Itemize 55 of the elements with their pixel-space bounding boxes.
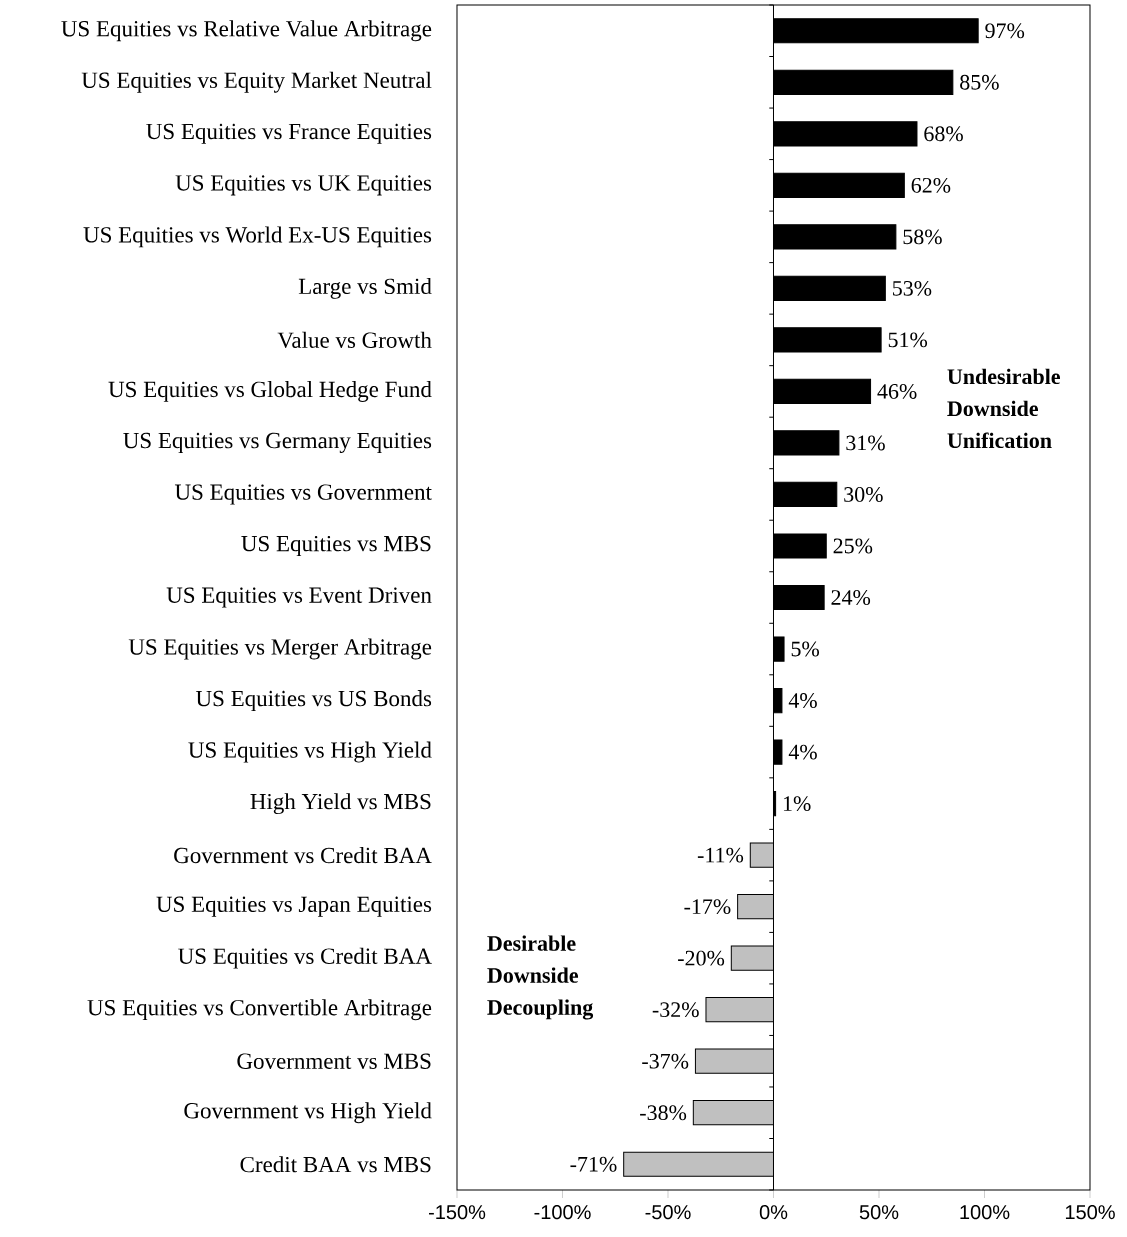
y-tick-label: Large vs Smid	[298, 277, 432, 299]
data-label: 31%	[846, 435, 885, 451]
x-tick-label: -50%	[645, 1205, 691, 1220]
y-tick-label: Value vs Growth	[277, 331, 432, 349]
data-label: 4%	[788, 693, 817, 709]
y-tick-label: US Equities vs Convertible Arbitrage	[87, 999, 432, 1021]
x-tick-label: -150%	[428, 1205, 486, 1220]
data-label: 25%	[833, 538, 873, 554]
y-tick-label: US Equities vs Equity Market Neutral	[81, 71, 432, 93]
y-tick-label: US Equities vs MBS	[241, 535, 431, 557]
y-tick-label: US Equities vs France Equities	[146, 123, 432, 144]
data-label: 53%	[893, 280, 932, 296]
data-label: 46%	[877, 383, 917, 399]
data-label: 1%	[783, 796, 811, 812]
data-label: -20%	[678, 950, 725, 966]
y-tick-label: Government vs MBS	[237, 1053, 431, 1069]
x-tick-label: 50%	[859, 1205, 899, 1220]
data-label: 51%	[888, 332, 928, 348]
y-tick-label: Government vs High Yield	[184, 1102, 432, 1124]
y-tick-label: US Equities vs High Yield	[188, 741, 432, 763]
data-label: -32%	[652, 1002, 699, 1018]
annotation: Desirable Downside Decoupling	[487, 935, 594, 1020]
y-tick-label: Credit BAA vs MBS	[240, 1156, 431, 1173]
data-label: 85%	[960, 74, 999, 90]
data-label: -11%	[697, 847, 744, 863]
data-label: 62%	[911, 177, 951, 193]
y-tick-label: US Equities vs Japan Equities	[156, 896, 432, 917]
data-label: 30%	[844, 487, 883, 502]
annotation: Undesirable Downside Unification	[947, 368, 1061, 449]
y-tick-label: US Equities vs US Bonds	[195, 690, 432, 711]
x-tick-label: 0%	[759, 1205, 788, 1220]
y-tick-label: US Equities vs Germany Equities	[123, 432, 432, 454]
y-tick-label: US Equities vs World Ex-US Equities	[83, 226, 432, 248]
x-tick-label: 100%	[960, 1205, 1010, 1220]
y-tick-label: US Equities vs UK Equities	[175, 175, 432, 196]
data-label: 97%	[985, 23, 1025, 39]
y-tick-label: US Equities vs Global Hedge Fund	[108, 380, 432, 402]
x-tick-label: 150%	[1065, 1205, 1115, 1220]
y-tick-label: US Equities vs Relative Value Arbitrage	[61, 20, 432, 42]
y-tick-label: US Equities vs Event Driven	[166, 587, 432, 608]
data-label: 58%	[903, 229, 942, 245]
y-tick-label: US Equities vs Merger Arbitrage	[128, 638, 432, 660]
y-tick-label: High Yield vs MBS	[250, 793, 431, 815]
y-tick-label: US Equities vs Credit BAA	[178, 947, 432, 969]
data-label: -38%	[640, 1105, 687, 1121]
data-label: -37%	[642, 1053, 689, 1069]
data-label: 5%	[791, 641, 820, 657]
data-label: -71%	[570, 1156, 617, 1172]
data-label: 68%	[924, 126, 963, 142]
data-label: 4%	[788, 744, 817, 760]
y-tick-label: US Equities vs Government	[174, 484, 432, 505]
x-tick-label: -100%	[534, 1205, 591, 1220]
y-tick-label: Government vs Credit BAA	[174, 847, 432, 864]
data-label: -17%	[684, 899, 731, 915]
data-label: 24%	[831, 590, 871, 605]
